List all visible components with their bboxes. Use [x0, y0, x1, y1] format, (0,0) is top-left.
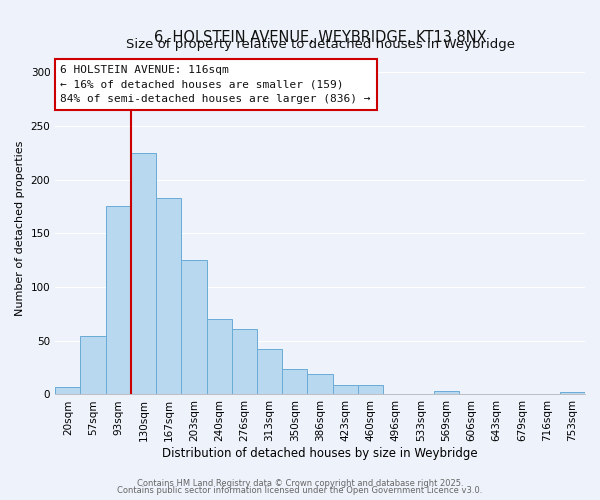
Bar	[206, 320, 232, 394]
Bar	[434, 391, 459, 394]
Title: 6, HOLSTEIN AVENUE, WEYBRIDGE, KT13 8NX: 6, HOLSTEIN AVENUE, WEYBRIDGE, KT13 8NX	[154, 30, 487, 45]
Bar	[55, 387, 80, 394]
Bar	[282, 368, 307, 394]
Bar	[106, 206, 131, 394]
Bar	[257, 350, 282, 395]
Text: Contains HM Land Registry data © Crown copyright and database right 2025.: Contains HM Land Registry data © Crown c…	[137, 478, 463, 488]
Text: Contains public sector information licensed under the Open Government Licence v3: Contains public sector information licen…	[118, 486, 482, 495]
X-axis label: Distribution of detached houses by size in Weybridge: Distribution of detached houses by size …	[162, 447, 478, 460]
Bar	[332, 385, 358, 394]
Bar	[181, 260, 206, 394]
Bar	[560, 392, 585, 394]
Text: Size of property relative to detached houses in Weybridge: Size of property relative to detached ho…	[125, 38, 515, 52]
Text: 6 HOLSTEIN AVENUE: 116sqm
← 16% of detached houses are smaller (159)
84% of semi: 6 HOLSTEIN AVENUE: 116sqm ← 16% of detac…	[61, 65, 371, 104]
Y-axis label: Number of detached properties: Number of detached properties	[15, 140, 25, 316]
Bar	[131, 153, 156, 394]
Bar	[232, 329, 257, 394]
Bar	[358, 385, 383, 394]
Bar	[156, 198, 181, 394]
Bar	[80, 336, 106, 394]
Bar	[307, 374, 332, 394]
